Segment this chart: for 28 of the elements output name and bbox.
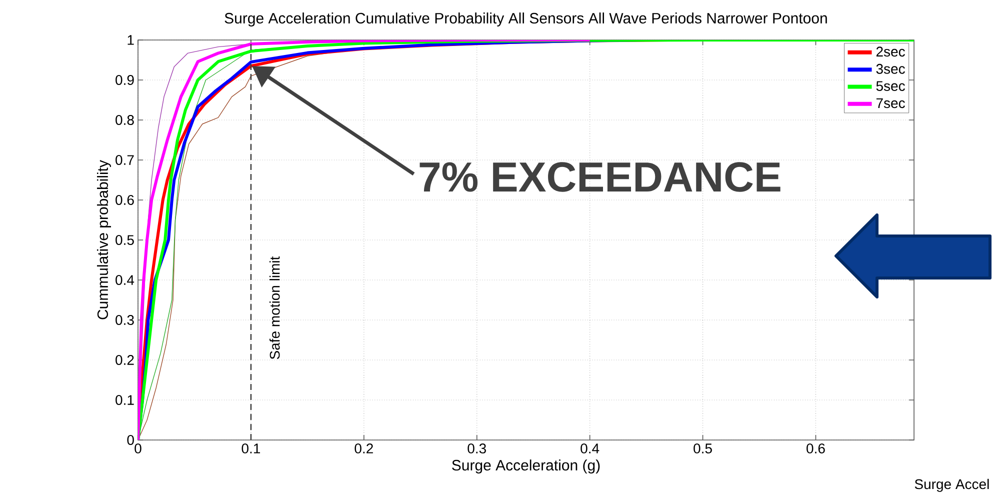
y-tick-label: 0.5 (116, 235, 134, 245)
y-tick-label: 0.9 (116, 75, 134, 85)
x-tick-label: 0.4 (580, 444, 600, 454)
y-tick-label: 0.1 (116, 395, 134, 405)
x-tick-label: 0.6 (806, 444, 825, 454)
x-tick-label: 0.1 (242, 444, 260, 454)
y-tick-label: 0.3 (116, 315, 134, 325)
ref-line-label: Safe motion limit (269, 256, 280, 360)
legend-label: 3sec (876, 64, 905, 74)
x-tick-label: 0.3 (468, 444, 486, 454)
y-tick-label: 0 (127, 435, 134, 445)
legend-label: 2sec (876, 46, 905, 57)
x-tick-label: 0 (134, 444, 142, 454)
annotation: 7% EXCEEDANCE (420, 162, 780, 192)
legend-label: 7sec (876, 98, 905, 108)
y-tick-label: 0.7 (116, 155, 134, 165)
chart-title: Surge Acceleration Cumulative Probability All Sensors All Wave Periods Narrower Pontoon (224, 12, 827, 26)
y-tick-label: 0.6 (116, 195, 134, 205)
legend-label: 5sec (876, 81, 905, 91)
y-tick-label: 1 (128, 35, 134, 45)
y-tick-label: 0.8 (116, 115, 134, 125)
x-tick-label: 0.5 (694, 444, 712, 454)
x-axis-title: Surge Acceleration (g) (452, 460, 600, 474)
y-tick-label: 0.4 (116, 275, 134, 285)
x-tick-label: 0.2 (354, 444, 373, 454)
y-tick-label: 0.2 (116, 355, 134, 365)
y-axis-title: Cummulative probability (97, 160, 111, 320)
text: Surge Accel (914, 478, 989, 492)
